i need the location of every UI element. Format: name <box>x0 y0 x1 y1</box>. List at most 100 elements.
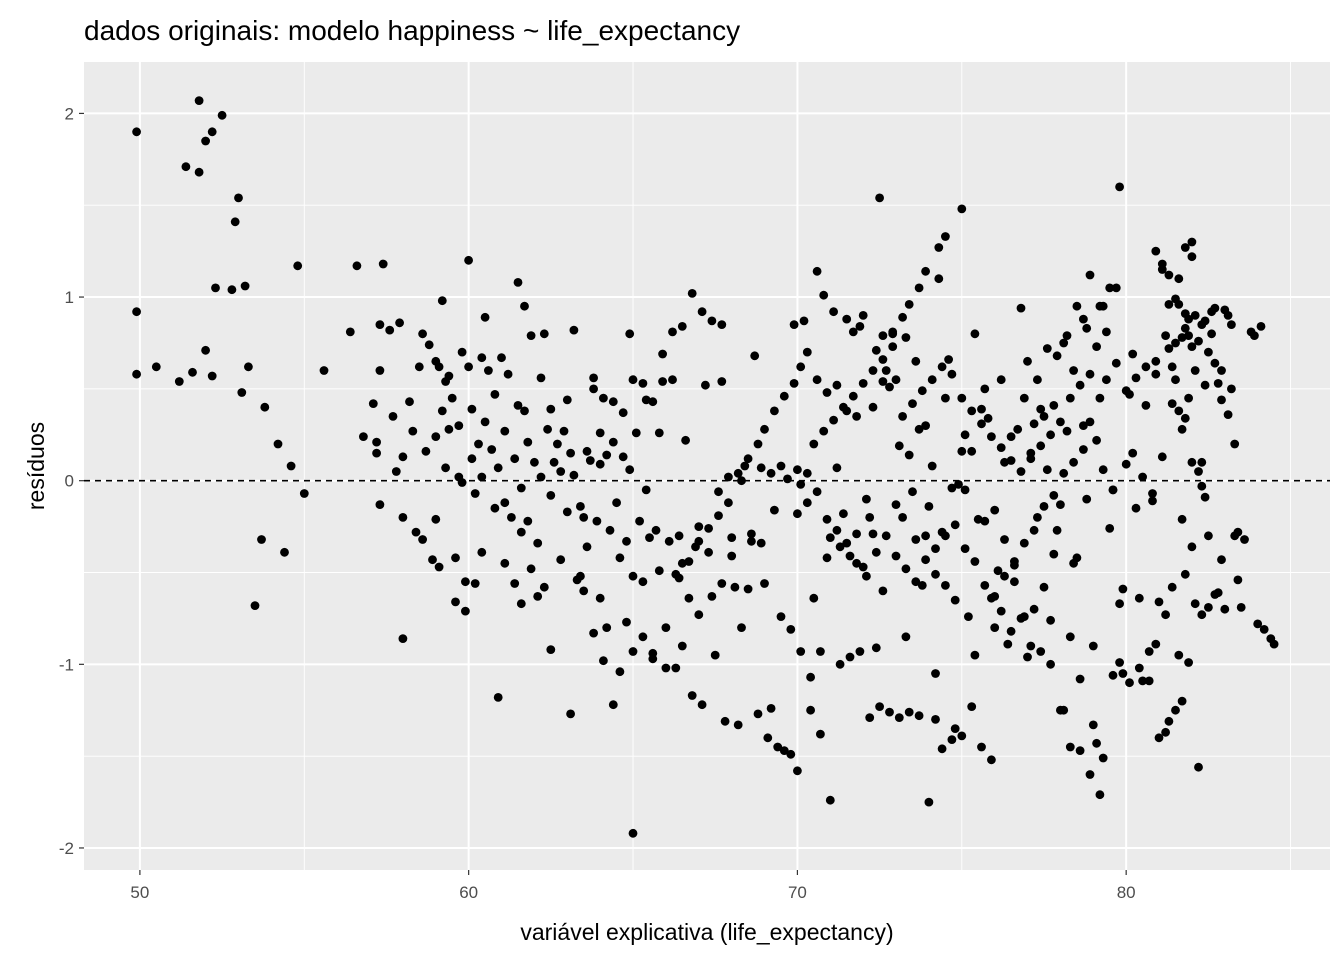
data-point <box>799 316 809 326</box>
data-point <box>510 454 520 464</box>
data-point <box>908 399 917 408</box>
data-point <box>773 742 783 752</box>
data-point <box>1069 558 1078 568</box>
data-point <box>319 366 329 375</box>
data-point <box>1092 342 1101 351</box>
data-point <box>211 283 220 293</box>
data-point <box>1210 358 1220 368</box>
data-point <box>1085 369 1095 379</box>
data-point <box>372 437 381 447</box>
data-point <box>911 535 921 544</box>
data-point <box>1187 542 1197 552</box>
data-point <box>720 716 730 726</box>
data-point <box>1029 419 1039 429</box>
data-point <box>556 467 566 476</box>
data-point <box>273 439 283 449</box>
data-point <box>293 261 303 271</box>
data-point <box>257 535 266 544</box>
data-point <box>658 377 667 386</box>
data-point <box>533 592 543 601</box>
data-point <box>1194 762 1203 772</box>
data-point <box>960 544 970 553</box>
y-tick-label: 0 <box>65 472 74 491</box>
data-point <box>1200 492 1210 502</box>
data-point <box>1164 300 1174 309</box>
data-point <box>1095 790 1105 800</box>
data-point <box>1016 614 1026 623</box>
data-point <box>1190 311 1200 320</box>
data-point <box>1006 456 1016 465</box>
data-point <box>1118 584 1128 594</box>
data-point <box>1151 356 1161 366</box>
data-point <box>1023 356 1032 366</box>
data-point <box>996 375 1006 385</box>
data-point <box>865 513 875 522</box>
data-point <box>230 217 240 227</box>
data-point <box>1039 502 1049 511</box>
data-point <box>1056 500 1065 509</box>
data-point <box>566 709 575 719</box>
data-point <box>375 500 385 509</box>
data-point <box>418 329 427 339</box>
data-point <box>931 569 940 579</box>
data-point <box>661 663 671 673</box>
data-point <box>812 266 822 276</box>
data-point <box>901 564 911 574</box>
data-point <box>970 650 980 660</box>
data-point <box>592 516 602 526</box>
data-point <box>733 720 743 730</box>
data-point <box>694 522 704 531</box>
data-point <box>589 384 598 394</box>
data-point <box>714 511 723 520</box>
data-point <box>904 707 914 717</box>
data-point <box>464 255 473 265</box>
data-point <box>1072 301 1082 311</box>
data-point <box>1052 351 1062 361</box>
data-point <box>914 424 924 434</box>
data-point <box>437 296 447 306</box>
data-point <box>1184 331 1193 340</box>
data-point <box>1131 503 1141 513</box>
data-point <box>802 347 812 357</box>
data-point <box>582 446 592 456</box>
data-point <box>1138 472 1147 482</box>
data-point <box>378 259 388 269</box>
data-point <box>398 634 408 643</box>
data-point <box>132 369 142 379</box>
data-point <box>724 498 733 508</box>
data-point <box>286 461 296 471</box>
data-point <box>967 702 977 711</box>
data-point <box>835 542 845 552</box>
data-point <box>694 536 704 546</box>
data-point <box>234 193 243 203</box>
data-point <box>704 524 713 533</box>
data-point <box>240 281 250 291</box>
data-point <box>921 266 930 276</box>
x-tick-label: 80 <box>1117 883 1136 902</box>
data-point <box>737 476 746 486</box>
data-point <box>671 663 681 673</box>
data-point <box>576 502 585 511</box>
data-point <box>628 647 638 656</box>
data-point <box>217 110 227 120</box>
data-point <box>1180 323 1190 333</box>
data-point <box>770 505 779 515</box>
data-point <box>964 612 973 621</box>
data-point <box>562 395 572 405</box>
data-point <box>536 472 546 482</box>
data-point <box>931 544 940 553</box>
data-point <box>756 538 766 548</box>
data-point <box>1157 452 1167 462</box>
data-point <box>543 424 552 434</box>
data-point <box>1036 404 1046 414</box>
data-point <box>1197 320 1207 329</box>
data-point <box>612 498 621 508</box>
data-point <box>888 327 898 337</box>
data-point <box>996 606 1006 616</box>
data-point <box>1075 674 1085 684</box>
data-point <box>990 623 1000 632</box>
data-point <box>839 402 848 412</box>
data-point <box>927 461 937 471</box>
data-point <box>411 527 421 537</box>
data-point <box>967 406 977 416</box>
